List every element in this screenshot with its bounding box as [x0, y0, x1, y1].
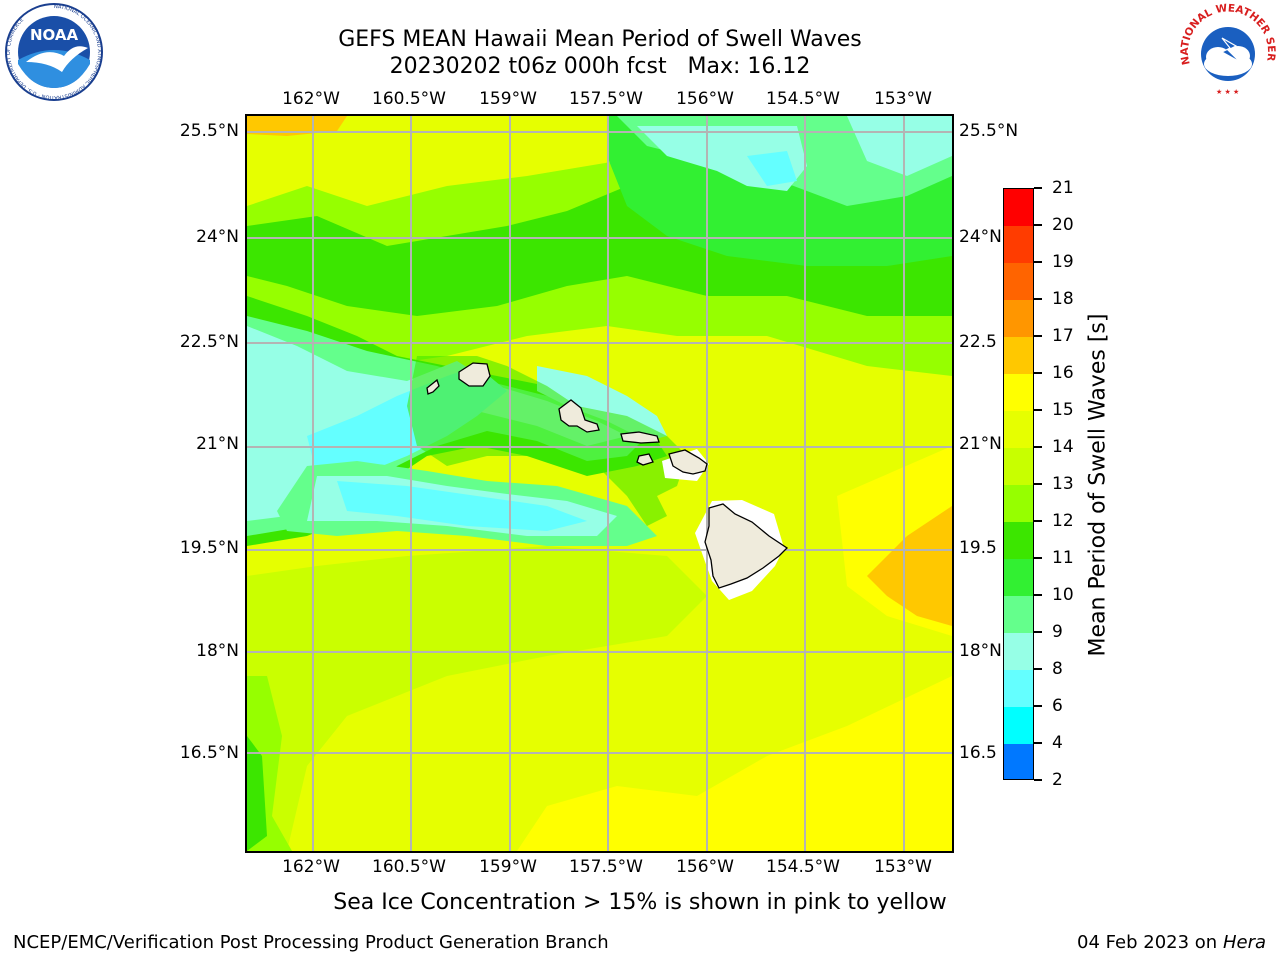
colorbar-tick-label: 19	[1052, 252, 1074, 272]
lon-label-top: 154.5°W	[766, 89, 840, 109]
colorbar-tick	[1034, 594, 1042, 596]
colorbar-tick-label: 14	[1052, 437, 1074, 457]
colorbar-tick	[1034, 631, 1042, 633]
island-kauai	[458, 362, 491, 387]
colorbar-tick-label: 10	[1052, 585, 1074, 605]
lon-label-top: 159°W	[479, 89, 537, 109]
colorbar-tick	[1034, 446, 1042, 448]
lon-label-bottom: 162°W	[282, 857, 340, 877]
nws-logo: NATIONAL WEATHER SERVICE ★ ★ ★	[1174, 0, 1278, 106]
colorbar-tick-label: 12	[1052, 511, 1074, 531]
island-niihau	[426, 378, 440, 395]
swell-period-map	[245, 114, 954, 853]
colorbar-tick	[1034, 668, 1042, 670]
colorbar-segment	[1004, 337, 1033, 375]
colorbar-tick-label: 11	[1052, 548, 1074, 568]
colorbar-segment	[1004, 226, 1033, 264]
lat-label-left: 18°N	[196, 641, 239, 661]
lat-label-left: 19.5°N	[179, 538, 239, 558]
footer-credit: NCEP/EMC/Verification Post Processing Pr…	[13, 932, 609, 953]
colorbar-tick	[1034, 372, 1042, 374]
lon-label-bottom: 156°W	[676, 857, 734, 877]
colorbar-tick	[1034, 705, 1042, 707]
lon-label-bottom: 153°W	[874, 857, 932, 877]
colorbar-tick-label: 17	[1052, 326, 1074, 346]
colorbar-tick-label: 13	[1052, 474, 1074, 494]
colorbar-segment	[1004, 485, 1033, 523]
lon-label-top: 162°W	[282, 89, 340, 109]
colorbar-tick	[1034, 557, 1042, 559]
svg-text:NOAA: NOAA	[30, 26, 79, 44]
map-title: GEFS MEAN Hawaii Mean Period of Swell Wa…	[338, 27, 862, 52]
lon-label-top: 153°W	[874, 89, 932, 109]
colorbar-segment	[1004, 707, 1033, 745]
colorbar-segment	[1004, 744, 1033, 779]
lon-label-top: 160.5°W	[372, 89, 446, 109]
lat-label-left: 21°N	[196, 434, 239, 454]
lat-label-left: 25.5°N	[179, 121, 239, 141]
island-maui	[668, 449, 708, 475]
colorbar-segment	[1004, 411, 1033, 449]
lon-label-bottom: 159°W	[479, 857, 537, 877]
colorbar-segment	[1004, 300, 1033, 338]
svg-text:★ ★ ★: ★ ★ ★	[1216, 88, 1239, 96]
colorbar-tick-label: 8	[1052, 659, 1063, 679]
colorbar-tick	[1034, 409, 1042, 411]
colorbar-tick	[1034, 520, 1042, 522]
lat-label-right: 24°N	[959, 227, 1002, 247]
colorbar-segment	[1004, 633, 1033, 671]
footer-date: 04 Feb 2023 on Hera	[1077, 932, 1266, 953]
hawaiian-islands	[426, 362, 789, 589]
colorbar-tick	[1034, 742, 1042, 744]
lat-label-right: 22.5	[959, 332, 997, 352]
colorbar-tick-label: 18	[1052, 289, 1074, 309]
lon-label-bottom: 160.5°W	[372, 857, 446, 877]
colorbar-segment	[1004, 559, 1033, 597]
colorbar-segment	[1004, 448, 1033, 486]
lon-label-top: 157.5°W	[569, 89, 643, 109]
colorbar-tick-label: 16	[1052, 363, 1074, 383]
colorbar-tick-label: 2	[1052, 770, 1063, 790]
island-oahu	[558, 399, 600, 433]
lat-label-right: 16.5	[959, 743, 997, 763]
colorbar-title: Mean Period of Swell Waves [s]	[1085, 313, 1111, 657]
colorbar-segment	[1004, 263, 1033, 301]
colorbar-tick-label: 4	[1052, 733, 1063, 753]
lon-label-top: 156°W	[676, 89, 734, 109]
lon-label-bottom: 157.5°W	[569, 857, 643, 877]
colorbar-tick-label: 21	[1052, 178, 1074, 198]
lat-label-right: 25.5°N	[959, 121, 1019, 141]
island-hawaii	[704, 503, 789, 589]
colorbar-tick-label: 20	[1052, 215, 1074, 235]
lat-label-left: 22.5°N	[179, 332, 239, 352]
lat-label-left: 24°N	[196, 227, 239, 247]
colorbar-tick	[1034, 298, 1042, 300]
island-molokai	[620, 431, 660, 444]
colorbar-tick-label: 9	[1052, 622, 1063, 642]
colorbar-tick	[1034, 335, 1042, 337]
colorbar-segment	[1004, 189, 1033, 227]
colorbar-tick	[1034, 779, 1042, 781]
colorbar-segment	[1004, 670, 1033, 708]
forecast-info: 20230202 t06z 000h fcst Max: 16.12	[389, 54, 811, 79]
sea-ice-note: Sea Ice Concentration > 15% is shown in …	[333, 890, 947, 915]
colorbar-segment	[1004, 596, 1033, 634]
colorbar-segment	[1004, 374, 1033, 412]
lat-label-right: 18°N	[959, 641, 1002, 661]
colorbar-tick-label: 15	[1052, 400, 1074, 420]
lon-label-bottom: 154.5°W	[766, 857, 840, 877]
noaa-logo: NOAA NATIONAL OCEANIC AND ATMOSPHERIC AD…	[4, 2, 104, 106]
colorbar-tick	[1034, 224, 1042, 226]
footer-host: Hera	[1222, 932, 1266, 953]
colorbar	[1003, 188, 1034, 780]
colorbar-segment	[1004, 522, 1033, 560]
colorbar-tick	[1034, 483, 1042, 485]
lat-label-right: 21°N	[959, 434, 1002, 454]
lat-label-right: 19.5	[959, 538, 997, 558]
colorbar-tick	[1034, 261, 1042, 263]
colorbar-tick-label: 6	[1052, 696, 1063, 716]
lat-label-left: 16.5°N	[179, 743, 239, 763]
colorbar-tick	[1034, 187, 1042, 189]
island-lanai	[636, 453, 654, 466]
